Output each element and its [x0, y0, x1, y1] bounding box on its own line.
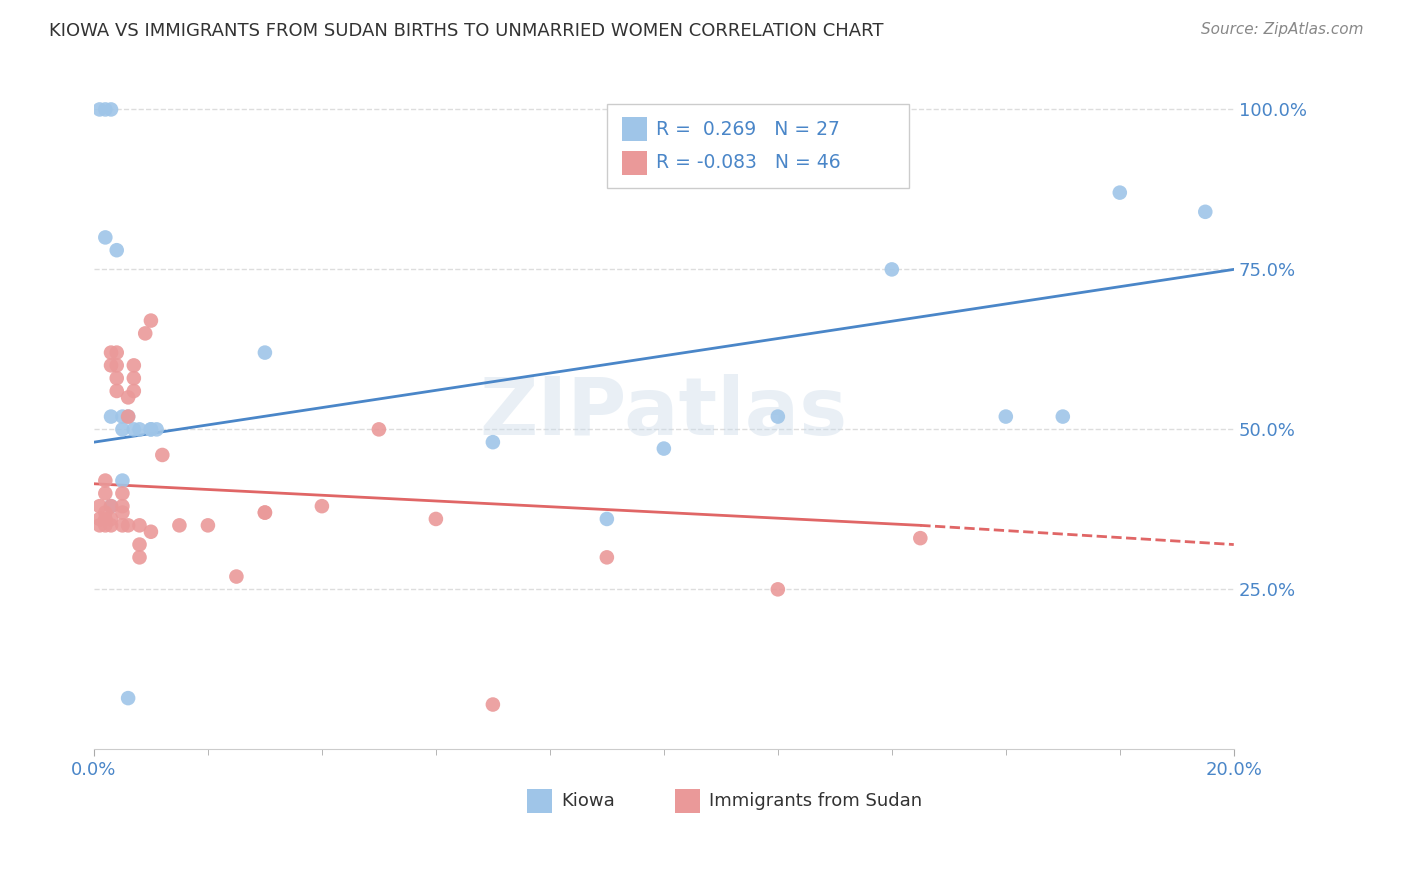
Point — [596, 512, 619, 526]
Text: ZIPatlas: ZIPatlas — [479, 375, 848, 452]
Point — [105, 345, 128, 359]
Point — [111, 422, 134, 436]
Point — [482, 435, 505, 450]
Text: Source: ZipAtlas.com: Source: ZipAtlas.com — [1201, 22, 1364, 37]
FancyBboxPatch shape — [675, 789, 700, 814]
Point — [111, 409, 134, 424]
Point — [111, 518, 134, 533]
Point — [122, 371, 145, 385]
Point — [910, 531, 932, 545]
Point — [197, 518, 219, 533]
FancyBboxPatch shape — [607, 104, 908, 188]
Point — [94, 230, 117, 244]
Point — [100, 499, 122, 513]
Point — [94, 518, 117, 533]
Point — [1194, 204, 1216, 219]
Point — [111, 486, 134, 500]
Point — [139, 313, 162, 327]
Point — [105, 244, 128, 258]
Point — [169, 518, 191, 533]
Point — [89, 103, 111, 117]
FancyBboxPatch shape — [621, 151, 647, 175]
Point — [122, 384, 145, 398]
Text: Immigrants from Sudan: Immigrants from Sudan — [710, 792, 922, 810]
Point — [425, 512, 447, 526]
Point — [117, 518, 139, 533]
Point — [139, 422, 162, 436]
Point — [89, 518, 111, 533]
Point — [880, 262, 903, 277]
Point — [122, 422, 145, 436]
Point — [89, 499, 111, 513]
Point — [139, 422, 162, 436]
Point — [100, 512, 122, 526]
Text: R =  0.269   N = 27: R = 0.269 N = 27 — [655, 120, 839, 138]
Point — [1052, 409, 1074, 424]
Point — [367, 422, 389, 436]
FancyBboxPatch shape — [621, 117, 647, 141]
Point — [766, 582, 789, 597]
Point — [117, 390, 139, 404]
Point — [1108, 186, 1130, 200]
Point — [94, 486, 117, 500]
Point — [105, 371, 128, 385]
Point — [311, 499, 333, 513]
Point — [100, 499, 122, 513]
Point — [105, 359, 128, 373]
Text: KIOWA VS IMMIGRANTS FROM SUDAN BIRTHS TO UNMARRIED WOMEN CORRELATION CHART: KIOWA VS IMMIGRANTS FROM SUDAN BIRTHS TO… — [49, 22, 884, 40]
Point — [482, 698, 505, 712]
Point — [100, 518, 122, 533]
Point — [105, 384, 128, 398]
Point — [100, 103, 122, 117]
Point — [94, 506, 117, 520]
Point — [111, 474, 134, 488]
Text: Kiowa: Kiowa — [561, 792, 614, 810]
Point — [134, 326, 156, 341]
Point — [145, 422, 167, 436]
Point — [596, 550, 619, 565]
Point — [94, 474, 117, 488]
Point — [122, 359, 145, 373]
Point — [253, 506, 276, 520]
Point — [994, 409, 1017, 424]
Point — [117, 691, 139, 706]
Point — [100, 345, 122, 359]
Point — [128, 422, 150, 436]
Point — [225, 569, 247, 583]
Point — [111, 499, 134, 513]
Point — [253, 345, 276, 359]
Point — [94, 103, 117, 117]
Point — [111, 506, 134, 520]
Point — [117, 409, 139, 424]
Point — [128, 550, 150, 565]
Point — [139, 524, 162, 539]
Point — [150, 448, 173, 462]
Point — [253, 506, 276, 520]
Point — [128, 518, 150, 533]
Point — [766, 409, 789, 424]
Point — [89, 512, 111, 526]
Point — [100, 359, 122, 373]
Point — [128, 537, 150, 551]
Point — [100, 409, 122, 424]
FancyBboxPatch shape — [527, 789, 553, 814]
Point — [94, 512, 117, 526]
Text: R = -0.083   N = 46: R = -0.083 N = 46 — [655, 153, 841, 172]
Point — [652, 442, 675, 456]
Point — [117, 409, 139, 424]
